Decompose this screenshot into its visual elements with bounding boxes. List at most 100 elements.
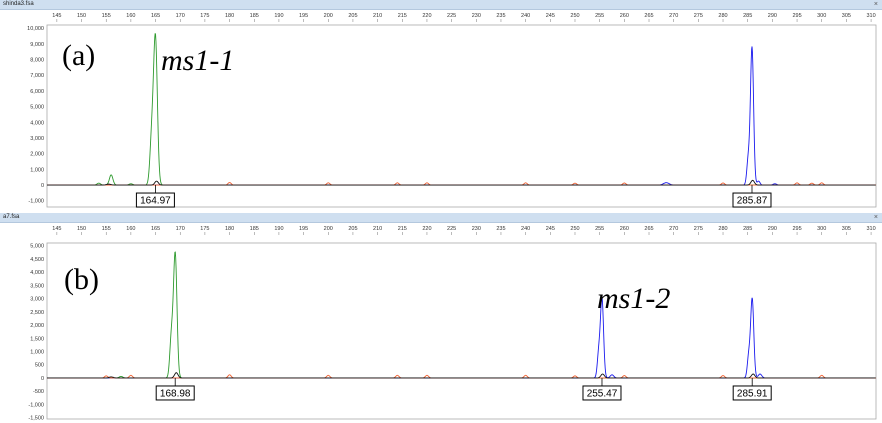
peak-label-box-b — [582, 385, 622, 401]
x-tick-label-b: 310 — [866, 226, 875, 232]
trace-black-b — [47, 372, 876, 379]
x-tick-label-a: 280 — [718, 13, 727, 19]
electropherogram-panel-b: a7.fsa × 145 150 155 160 165 170 175 180 185 190 1… — [0, 213, 882, 423]
x-tick-label-b: 165 — [151, 226, 160, 232]
peak-label-a: 285.87 — [737, 196, 768, 207]
x-tick-label-b: 305 — [842, 226, 851, 232]
x-tick-label-a: 310 — [866, 13, 875, 19]
x-tick-label-a: 285 — [743, 13, 752, 19]
x-tick-label-b: 265 — [644, 226, 653, 232]
trace-black-a — [47, 179, 876, 186]
y-tick-label-b: -1,500 — [28, 416, 44, 422]
peak-label-b: 285.91 — [737, 388, 768, 399]
peak-label-b: 255.47 — [587, 388, 618, 399]
y-tick-label-b: 3,000 — [30, 297, 44, 303]
x-tick-label-b: 210 — [373, 226, 382, 232]
y-tick-label-a: 9,000 — [30, 42, 44, 48]
x-tick-label-a: 175 — [200, 13, 209, 19]
panel-b-title-bar: a7.fsa × — [0, 213, 882, 223]
x-tick-label-b: 250 — [570, 226, 579, 232]
x-tick-label-a: 145 — [52, 13, 61, 19]
y-tick-label-a: 6,000 — [30, 89, 44, 95]
x-tick-label-a: 245 — [546, 13, 555, 19]
peak-label-box-a — [732, 192, 772, 208]
x-tick-label-b: 245 — [546, 226, 555, 232]
x-tick-label-a: 305 — [842, 13, 851, 19]
y-tick-label-a: -1,000 — [28, 199, 44, 205]
x-tick-label-a: 160 — [126, 13, 135, 19]
panel-a-label: (a) — [62, 39, 95, 72]
x-tick-label-b: 195 — [299, 226, 308, 232]
x-tick-label-a: 185 — [250, 13, 259, 19]
x-tick-label-a: 260 — [620, 13, 629, 19]
trace-blue-b — [47, 295, 876, 379]
x-tick-label-b: 270 — [669, 226, 678, 232]
y-tick-label-b: 1,000 — [30, 350, 44, 356]
peak-label-box-b — [155, 385, 195, 401]
x-tick-label-b: 175 — [200, 226, 209, 232]
plot-frame-b — [46, 242, 877, 420]
y-tick-label-a: 4,000 — [30, 120, 44, 126]
y-tick-label-b: 500 — [35, 363, 44, 369]
x-tick-label-b: 160 — [126, 226, 135, 232]
x-tick-label-a: 215 — [398, 13, 407, 19]
panel-b-file-name: a7.fsa — [3, 214, 20, 220]
x-tick-label-b: 215 — [398, 226, 407, 232]
y-tick-label-a: 5,000 — [30, 105, 44, 111]
panel-a-title-bar: shinda3.fsa × — [0, 0, 882, 10]
chart-a: 145 150 155 160 165 170 175 180 185 190 195 200 205 2… — [27, 13, 877, 208]
x-tick-label-a: 290 — [768, 13, 777, 19]
x-tick-label-a: 190 — [274, 13, 283, 19]
peak-label-box-a — [135, 192, 175, 208]
x-tick-label-b: 230 — [472, 226, 481, 232]
y-tick-label-b: 4,500 — [30, 257, 44, 263]
y-tick-label-b: 3,500 — [30, 283, 44, 289]
y-tick-label-b: 2,000 — [30, 323, 44, 329]
x-tick-label-b: 150 — [77, 226, 86, 232]
x-tick-label-a: 210 — [373, 13, 382, 19]
x-tick-label-b: 190 — [274, 226, 283, 232]
plot-frame-a — [46, 24, 877, 208]
x-tick-label-b: 255 — [595, 226, 604, 232]
y-tick-label-a: 7,000 — [30, 73, 44, 79]
y-tick-label-a: 0 — [41, 183, 44, 189]
x-tick-label-a: 230 — [472, 13, 481, 19]
panel-a-close-icon[interactable]: × — [873, 1, 878, 8]
x-tick-label-a: 270 — [669, 13, 678, 19]
x-tick-label-a: 275 — [694, 13, 703, 19]
x-tick-label-a: 255 — [595, 13, 604, 19]
x-tick-label-b: 235 — [496, 226, 505, 232]
panel-b-annotation: ms1-2 — [597, 282, 670, 315]
x-tick-label-a: 200 — [324, 13, 333, 19]
panel-b-label: (b) — [64, 263, 99, 296]
x-tick-label-b: 200 — [324, 226, 333, 232]
x-tick-label-b: 155 — [102, 226, 111, 232]
x-tick-label-a: 295 — [792, 13, 801, 19]
chart-b: 145 150 155 160 165 170 175 180 185 190 195 200 205 2… — [28, 226, 877, 422]
x-tick-label-a: 150 — [77, 13, 86, 19]
x-tick-label-b: 185 — [250, 226, 259, 232]
x-tick-label-b: 170 — [176, 226, 185, 232]
panel-a-file-name: shinda3.fsa — [3, 1, 34, 7]
x-tick-label-a: 165 — [151, 13, 160, 19]
x-tick-label-a: 235 — [496, 13, 505, 19]
peak-label-a: 164.97 — [140, 196, 171, 207]
x-tick-label-b: 205 — [348, 226, 357, 232]
panel-b-close-icon[interactable]: × — [873, 214, 878, 221]
x-tick-label-b: 300 — [817, 226, 826, 232]
y-tick-label-a: 8,000 — [30, 58, 44, 64]
panel-a-annotation: ms1-1 — [161, 44, 234, 77]
y-tick-label-b: -1,000 — [28, 402, 44, 408]
x-tick-label-a: 155 — [102, 13, 111, 19]
y-tick-label-a: 2,000 — [30, 152, 44, 158]
x-tick-label-b: 225 — [447, 226, 456, 232]
y-tick-label-b: -500 — [33, 389, 44, 395]
x-tick-label-a: 265 — [644, 13, 653, 19]
x-tick-label-a: 220 — [422, 13, 431, 19]
peak-label-b: 168.98 — [160, 388, 191, 399]
y-tick-label-b: 4,000 — [30, 270, 44, 276]
x-tick-label-a: 170 — [176, 13, 185, 19]
x-tick-label-b: 280 — [718, 226, 727, 232]
y-tick-label-b: 2,500 — [30, 310, 44, 316]
y-tick-label-a: 10,000 — [27, 26, 44, 32]
